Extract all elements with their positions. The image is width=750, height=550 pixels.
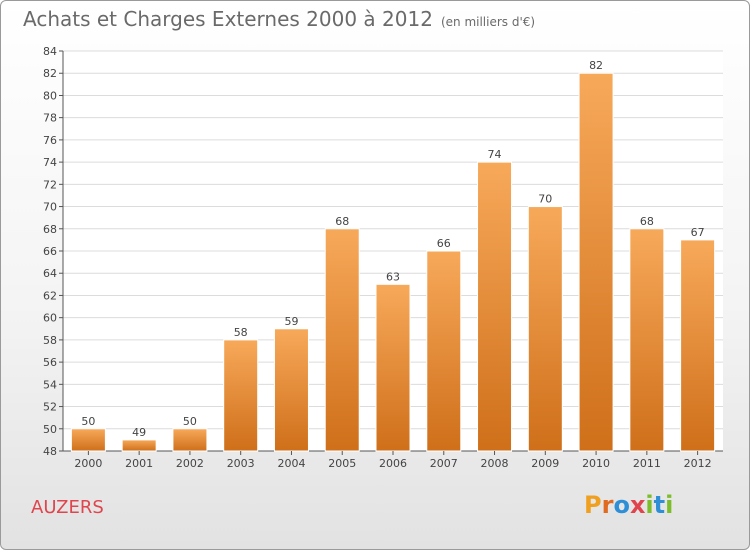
bar xyxy=(273,328,309,452)
bar-value-label: 63 xyxy=(386,270,400,283)
y-tick-label: 50 xyxy=(43,423,57,436)
logo-letter: t xyxy=(653,491,666,519)
logo-letter: P xyxy=(584,491,602,519)
x-tick-label: 2005 xyxy=(328,457,356,470)
bar xyxy=(578,72,614,452)
x-tick-label: 2011 xyxy=(633,457,661,470)
y-tick-label: 72 xyxy=(43,178,57,191)
bar xyxy=(324,228,360,452)
x-tick-label: 2007 xyxy=(430,457,458,470)
y-tick-label: 56 xyxy=(43,356,57,369)
bar-value-label: 68 xyxy=(335,215,349,228)
chart-title: Achats et Charges Externes 2000 à 2012 xyxy=(23,7,433,31)
y-tick-label: 68 xyxy=(43,223,57,236)
bar-value-label: 82 xyxy=(589,59,603,72)
bar xyxy=(527,206,563,452)
bar xyxy=(629,228,665,452)
bar-value-label: 68 xyxy=(640,215,654,228)
y-tick-label: 84 xyxy=(43,45,57,58)
y-tick-label: 54 xyxy=(43,378,57,391)
bar xyxy=(70,428,106,452)
y-tick-label: 66 xyxy=(43,245,57,258)
y-tick-label: 82 xyxy=(43,67,57,80)
y-tick-label: 48 xyxy=(43,445,57,458)
y-tick-label: 52 xyxy=(43,401,57,414)
bar-value-label: 66 xyxy=(437,237,451,250)
bar-value-label: 70 xyxy=(538,193,552,206)
y-tick-label: 64 xyxy=(43,267,57,280)
bar xyxy=(375,283,411,452)
bar-value-label: 59 xyxy=(284,315,298,328)
logo-letter: x xyxy=(629,491,646,519)
y-tick-label: 80 xyxy=(43,89,57,102)
x-tick-label: 2001 xyxy=(125,457,153,470)
y-tick-label: 78 xyxy=(43,112,57,125)
y-tick-label: 76 xyxy=(43,134,57,147)
x-tick-label: 2003 xyxy=(227,457,255,470)
logo-letter: o xyxy=(613,491,630,519)
bar xyxy=(477,161,513,452)
logo-letter: i xyxy=(645,491,654,519)
chart-subtitle: (en milliers d'€) xyxy=(440,15,536,29)
logo-letter: r xyxy=(601,491,614,519)
y-tick-label: 62 xyxy=(43,289,57,302)
bar-value-label: 58 xyxy=(234,326,248,339)
bar xyxy=(223,339,259,452)
bar-value-label: 50 xyxy=(81,415,95,428)
x-tick-label: 2010 xyxy=(582,457,610,470)
y-tick-label: 60 xyxy=(43,312,57,325)
x-tick-label: 2000 xyxy=(74,457,102,470)
bar xyxy=(121,439,157,452)
proxiti-logo: Proxiti xyxy=(584,491,673,519)
bar xyxy=(426,250,462,452)
x-tick-label: 2008 xyxy=(481,457,509,470)
x-tick-label: 2009 xyxy=(531,457,559,470)
x-tick-label: 2006 xyxy=(379,457,407,470)
y-tick-label: 70 xyxy=(43,201,57,214)
x-tick-label: 2012 xyxy=(684,457,712,470)
y-tick-label: 74 xyxy=(43,156,57,169)
bar-value-label: 50 xyxy=(183,415,197,428)
bar xyxy=(680,239,716,452)
commune-name: AUZERS xyxy=(31,497,104,518)
y-tick-label: 58 xyxy=(43,334,57,347)
chart-title-block: Achats et Charges Externes 2000 à 2012 (e… xyxy=(23,7,535,31)
logo-letter: i xyxy=(665,491,674,519)
bar-value-label: 74 xyxy=(488,148,502,161)
bar-value-label: 49 xyxy=(132,426,146,439)
x-tick-label: 2004 xyxy=(277,457,305,470)
bar xyxy=(172,428,208,452)
x-tick-label: 2002 xyxy=(176,457,204,470)
bar-value-label: 67 xyxy=(691,226,705,239)
